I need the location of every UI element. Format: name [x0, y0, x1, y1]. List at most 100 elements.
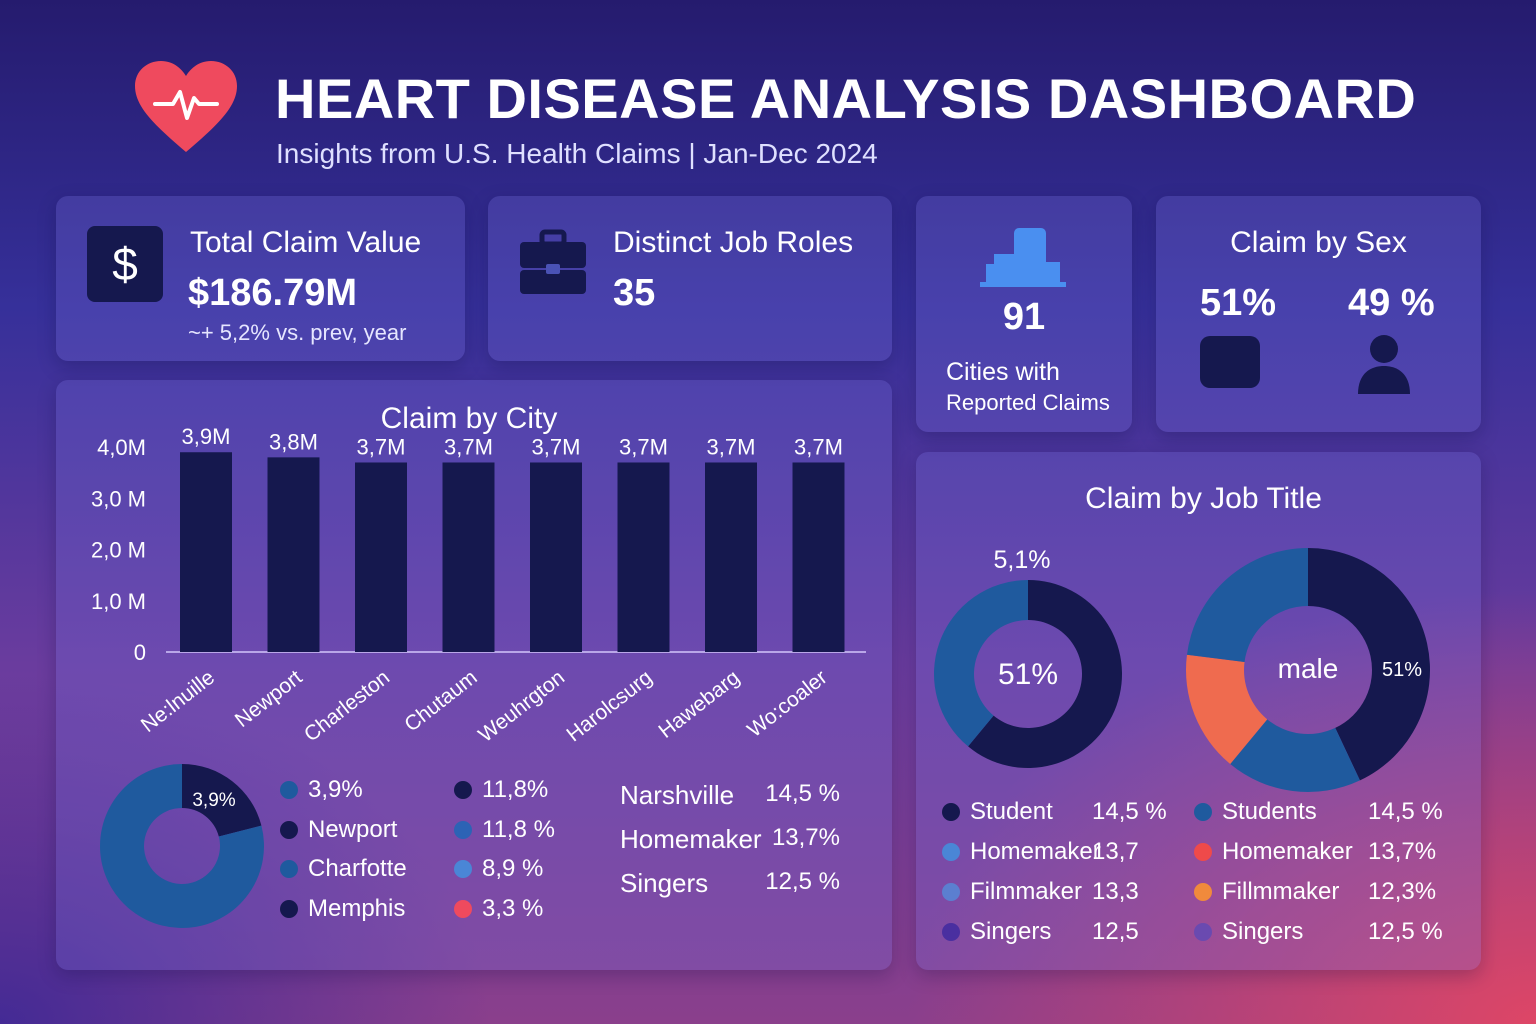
- legend-item: 11,8%: [454, 776, 548, 804]
- x-tick-label: Chutaum: [400, 666, 481, 737]
- legend-item: 8,9 %: [454, 855, 543, 883]
- claim-by-sex-title: Claim by Sex: [1156, 226, 1481, 260]
- legend-swatch: [942, 843, 960, 861]
- male-pct: 49 %: [1348, 282, 1435, 325]
- legend-swatch: [942, 803, 960, 821]
- total-claim-label: Total Claim Value: [190, 226, 421, 260]
- legend-label: Charfotte: [308, 855, 407, 883]
- y-tick-label: 3,0 M: [91, 486, 146, 511]
- y-tick-label: 0: [134, 640, 146, 665]
- legend-item: Filmmaker: [942, 878, 1082, 906]
- city-table: Narshville 14,5 % Homemaker 13,7% Singers 12,…: [620, 780, 850, 920]
- legend-label: Singers: [970, 918, 1051, 946]
- table-row-name: Singers: [620, 868, 708, 899]
- legend-swatch: [454, 900, 472, 918]
- legend-label: 8,9 %: [482, 855, 543, 883]
- legend-item: Charfotte: [280, 855, 407, 883]
- table-row-name: Homemaker: [620, 824, 762, 855]
- cities-value: 91: [916, 296, 1132, 339]
- city-bar: [443, 462, 495, 652]
- legend-swatch: [1194, 803, 1212, 821]
- legend-label: 11,8 %: [482, 816, 555, 844]
- y-tick-label: 2,0 M: [91, 538, 146, 563]
- legend-item: Homemaker: [1194, 838, 1353, 866]
- legend-item: Student: [942, 798, 1053, 826]
- bar-value-label: 3,7M: [357, 434, 406, 459]
- legend-value: 14,5 %: [1092, 798, 1167, 826]
- x-tick-label: Weuhrgton: [474, 666, 569, 747]
- briefcase-icon: [518, 228, 588, 298]
- donut-slice-label: 51%: [1382, 659, 1422, 681]
- table-row-value: 13,7%: [772, 824, 840, 852]
- bar-value-label: 3,8M: [269, 429, 318, 454]
- legend-value: 12,5 %: [1368, 918, 1443, 946]
- female-pct: 51%: [1200, 282, 1276, 325]
- x-tick-label: Ne:lnuille: [137, 666, 219, 737]
- legend-item: Newport: [280, 816, 397, 844]
- city-bar: [355, 462, 407, 652]
- donut-slice-label: 3,9%: [192, 790, 235, 811]
- job-donut-chart: 5,1%51%: [930, 540, 1130, 770]
- female-icon: [1200, 336, 1260, 388]
- legend-item: Fillmmaker: [1194, 878, 1339, 906]
- x-tick-label: Charleston: [300, 666, 394, 747]
- claim-by-job-title: Claim by Job Title: [916, 482, 1491, 516]
- donut-center-label: male: [1278, 653, 1339, 684]
- legend-item: Singers: [1194, 918, 1303, 946]
- legend-label: 3,3 %: [482, 895, 543, 923]
- legend-label: Student: [970, 798, 1053, 826]
- sex-job-donut-chart: male 51%: [1180, 540, 1440, 800]
- legend-swatch: [942, 883, 960, 901]
- cities-card: 91 Cities with Reported Claims: [916, 196, 1132, 432]
- legend-value: 14,5 %: [1368, 798, 1443, 826]
- legend-swatch: [454, 781, 472, 799]
- page-title: HEART DISEASE ANALYSIS DASHBOARD: [275, 66, 1416, 131]
- legend-swatch: [280, 781, 298, 799]
- legend-swatch: [1194, 883, 1212, 901]
- city-buildings-icon: [980, 224, 1066, 288]
- job-roles-card: Distinct Job Roles 35: [488, 196, 892, 361]
- donut-center-label: 51%: [998, 658, 1058, 691]
- y-tick-label: 4,0M: [97, 435, 146, 460]
- legend-value: 13,3: [1092, 878, 1139, 906]
- legend-label: Filmmaker: [970, 878, 1082, 906]
- claim-by-sex-card: Claim by Sex 51% 49 %: [1156, 196, 1481, 432]
- table-row-name: Narshville: [620, 780, 734, 811]
- legend-swatch: [280, 860, 298, 878]
- legend-label: 3,9%: [308, 776, 363, 804]
- cities-label-line2: Reported Claims: [946, 390, 1110, 416]
- total-claim-delta: ~+ 5,2% vs. prev, year: [188, 320, 406, 346]
- legend-item: 11,8 %: [454, 816, 555, 844]
- city-bar: [180, 452, 232, 652]
- legend-value: 13,7: [1092, 838, 1139, 866]
- x-tick-label: Harolcsurg: [562, 666, 656, 747]
- bar-value-label: 3,7M: [532, 434, 581, 459]
- bar-value-label: 3,7M: [444, 434, 493, 459]
- bar-value-label: 3,7M: [707, 434, 756, 459]
- bar-value-label: 3,9M: [182, 424, 231, 449]
- city-bar: [530, 462, 582, 652]
- city-legend-left: 3,9% Newport Charfotte Memphis: [280, 776, 450, 936]
- job-legend-right: Students 14,5 % Homemaker 13,7% Fillmmaker 12…: [1194, 798, 1444, 958]
- legend-swatch: [280, 821, 298, 839]
- legend-item: Memphis: [280, 895, 405, 923]
- legend-swatch: [942, 923, 960, 941]
- legend-item: Singers: [942, 918, 1051, 946]
- city-bar: [618, 462, 670, 652]
- total-claim-value: $186.79M: [188, 272, 357, 315]
- city-bar: [793, 462, 845, 652]
- table-row-value: 12,5 %: [765, 868, 840, 896]
- dollar-icon: $: [87, 226, 163, 302]
- legend-label: Students: [1222, 798, 1317, 826]
- job-roles-label: Distinct Job Roles: [613, 226, 853, 260]
- male-person-icon: [1356, 334, 1412, 394]
- legend-label: Singers: [1222, 918, 1303, 946]
- table-row-value: 14,5 %: [765, 780, 840, 808]
- y-tick-label: 1,0 M: [91, 589, 146, 614]
- sex-job-donut-slice: [1187, 548, 1308, 662]
- bar-value-label: 3,7M: [794, 434, 843, 459]
- city-donut-chart: 3,9%: [96, 760, 268, 932]
- x-tick-label: Hawebarg: [654, 666, 744, 743]
- legend-item: Homemaker: [942, 838, 1101, 866]
- total-claim-card: $ Total Claim Value $186.79M ~+ 5,2% vs.…: [56, 196, 465, 361]
